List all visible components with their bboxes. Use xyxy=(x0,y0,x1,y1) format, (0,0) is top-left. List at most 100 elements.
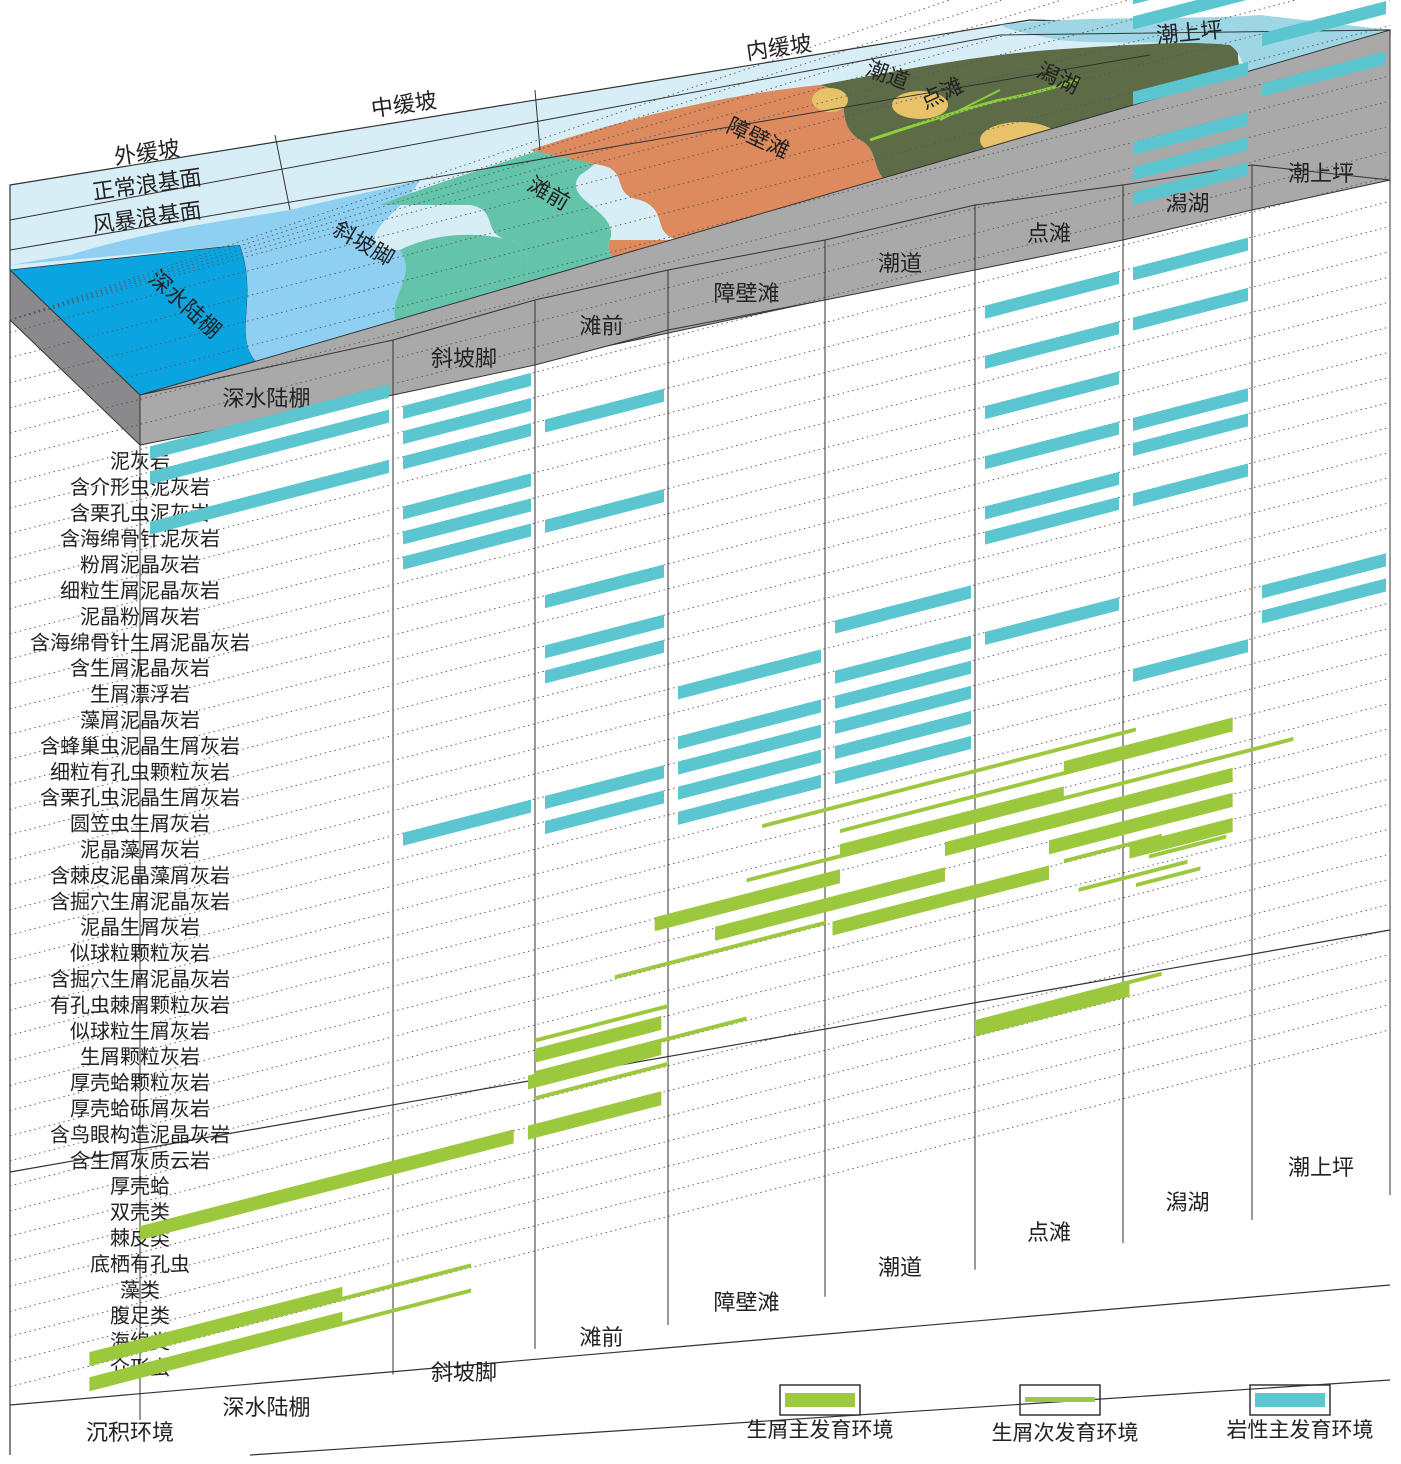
point-shoal-patch xyxy=(812,88,848,112)
lithology-row-label: 含生屑灰质云岩 xyxy=(70,1148,210,1172)
lithology-row-label: 生屑漂浮岩 xyxy=(90,682,190,706)
lithology-row-label: 似球粒颗粒灰岩 xyxy=(70,941,210,965)
lithology-bar xyxy=(985,496,1119,545)
point-shoal-patch xyxy=(892,91,948,119)
legend-lithology-label: 岩性主发育环境 xyxy=(1227,1418,1374,1442)
lithology-row-label: 细粒生屑泥晶灰岩 xyxy=(60,579,220,603)
lithology-bar xyxy=(1262,1,1386,47)
legend-secondary-box xyxy=(1019,1384,1101,1416)
legend-primary-label: 生屑主发育环境 xyxy=(747,1418,894,1442)
lithology-bar xyxy=(1262,51,1386,97)
lithology-bar xyxy=(1133,0,1150,5)
dotted-row-line xyxy=(9,878,1391,1237)
lithology-row-label: 有孔虫棘屑颗粒灰岩 xyxy=(50,993,230,1017)
lithology-row-label: 泥晶粉屑灰岩 xyxy=(80,604,200,628)
lithology-bar xyxy=(835,710,971,760)
legend-lithology-swatch xyxy=(1255,1393,1325,1407)
legend-lithology-box xyxy=(1249,1384,1331,1416)
lithology-row-label: 含鸟眼构造泥晶灰岩 xyxy=(50,1122,230,1146)
bottom-edge xyxy=(249,1379,1391,1456)
lithology-row-label: 含生屑泥晶灰岩 xyxy=(70,656,210,680)
lithology-bar xyxy=(403,523,531,570)
lithology-bar xyxy=(403,473,531,520)
lithology-row-label: 厚壳蛤砾屑灰岩 xyxy=(70,1097,210,1121)
column-header-label: 斜坡脚 xyxy=(431,347,497,372)
column-header-label: 障壁滩 xyxy=(713,282,779,307)
lithology-bar xyxy=(1133,388,1248,432)
bottom-column-label: 潟湖 xyxy=(1165,1191,1209,1216)
lithology-bar xyxy=(678,774,821,825)
lithology-bar xyxy=(678,724,821,775)
bio-secondary-bar xyxy=(1148,834,1227,859)
lithology-bar xyxy=(1133,162,1248,206)
legend-primary-swatch xyxy=(785,1393,855,1407)
tidal-channel-line xyxy=(939,89,1001,121)
lithology-bar xyxy=(1133,463,1248,507)
lithology-row-label: 含掘穴生屑泥晶灰岩 xyxy=(50,889,230,913)
lithology-row-label: 泥晶藻屑灰岩 xyxy=(80,838,200,862)
bio-primary-bar xyxy=(527,1041,662,1090)
bio-primary-bar xyxy=(1049,792,1233,855)
lithology-bar xyxy=(985,471,1119,520)
lithology-bar xyxy=(835,635,971,684)
bio-secondary-bar xyxy=(762,727,1136,829)
channel-lagoon-zone xyxy=(820,42,1250,186)
bottom-column-label: 斜坡脚 xyxy=(431,1361,497,1386)
lithology-row-label: 似球粒生屑灰岩 xyxy=(70,1019,210,1043)
column-header-band: 深水陆棚 斜坡脚 滩前 障壁滩 潮道 点滩 潟湖 潮上坪 xyxy=(139,162,1391,446)
legend-secondary-swatch xyxy=(1025,1397,1095,1402)
environment-axis-label: 沉积环境 xyxy=(86,1421,174,1446)
bio-row-label: 腹足类 xyxy=(110,1304,170,1328)
block-label-supratidal: 潮上坪 xyxy=(1155,18,1223,49)
column-header-label: 点滩 xyxy=(1027,222,1071,247)
tidal-channel-line xyxy=(869,78,1081,142)
bottom-separator xyxy=(9,1284,1391,1406)
lithology-row-label: 含介形虫泥灰岩 xyxy=(70,475,210,499)
foreshoal-zone xyxy=(380,144,642,300)
lithology-bar xyxy=(403,372,531,420)
column-header-label: 潮道 xyxy=(878,252,922,277)
bio-primary-bar xyxy=(89,1286,343,1367)
lithology-row-label: 含掘穴生屑泥晶灰岩 xyxy=(50,967,230,991)
lithology-bar xyxy=(545,388,664,433)
bio-row-label: 双壳类 xyxy=(110,1200,170,1224)
lithology-row-label: 含棘皮泥晶藻屑灰岩 xyxy=(50,863,230,887)
bio-primary-bar xyxy=(654,869,840,932)
bio-secondary-bar xyxy=(614,920,825,980)
bio-secondary-bar xyxy=(1063,833,1162,864)
bioclast-bars xyxy=(89,717,1294,1392)
lithology-bar xyxy=(1133,61,1248,105)
bio-primary-bar xyxy=(715,867,945,941)
bio-secondary-bar xyxy=(342,1263,472,1301)
lithology-bar xyxy=(545,564,664,609)
bio-secondary-bar xyxy=(1135,866,1201,888)
column-header-label: 潟湖 xyxy=(1165,192,1209,217)
lithology-bar xyxy=(835,736,971,785)
lithology-bar xyxy=(1133,137,1248,181)
lithology-row-label: 生屑颗粒灰岩 xyxy=(80,1045,200,1069)
bio-primary-bar xyxy=(1129,817,1233,859)
lithology-row-label: 含栗孔虫泥晶生屑灰岩 xyxy=(40,786,240,810)
lithology-row-label: 粉屑泥晶灰岩 xyxy=(80,553,200,577)
column-header-label: 滩前 xyxy=(579,315,623,340)
lithology-row-label: 泥晶生屑灰岩 xyxy=(80,915,200,939)
lithology-bar xyxy=(1262,553,1386,599)
storm-wave-base-line xyxy=(9,54,1151,251)
lithology-bar xyxy=(1133,237,1248,281)
bottom-column-label: 滩前 xyxy=(579,1326,623,1351)
lithology-bar xyxy=(150,384,389,460)
lithology-bar xyxy=(150,459,389,535)
lithology-bar xyxy=(150,409,389,485)
bio-primary-bar xyxy=(832,865,1049,936)
lithology-bars xyxy=(150,0,1386,846)
lithology-bar xyxy=(985,371,1119,420)
lithology-bar xyxy=(678,749,821,800)
lithology-row-label: 含海绵骨针生屑泥晶灰岩 xyxy=(30,630,250,654)
lithology-bar xyxy=(1133,639,1248,683)
slope-boundary xyxy=(534,89,541,151)
lithology-bar xyxy=(678,649,821,700)
lithology-row-label: 藻屑泥晶灰岩 xyxy=(80,708,200,732)
section-separator xyxy=(9,929,1391,1173)
lithology-row-label: 圆笠虫生屑灰岩 xyxy=(70,812,210,836)
bio-row-label: 厚壳蛤 xyxy=(110,1174,170,1198)
